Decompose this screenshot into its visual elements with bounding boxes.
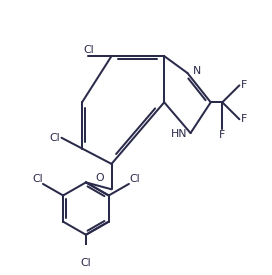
- Text: F: F: [241, 80, 247, 90]
- Text: Cl: Cl: [83, 45, 94, 55]
- Text: HN: HN: [171, 129, 187, 139]
- Text: N: N: [193, 66, 201, 76]
- Text: O: O: [95, 173, 104, 183]
- Text: Cl: Cl: [129, 174, 140, 184]
- Text: Cl: Cl: [81, 258, 91, 268]
- Text: F: F: [219, 130, 225, 140]
- Text: F: F: [241, 114, 247, 124]
- Text: Cl: Cl: [32, 174, 43, 184]
- Text: Cl: Cl: [49, 133, 60, 143]
